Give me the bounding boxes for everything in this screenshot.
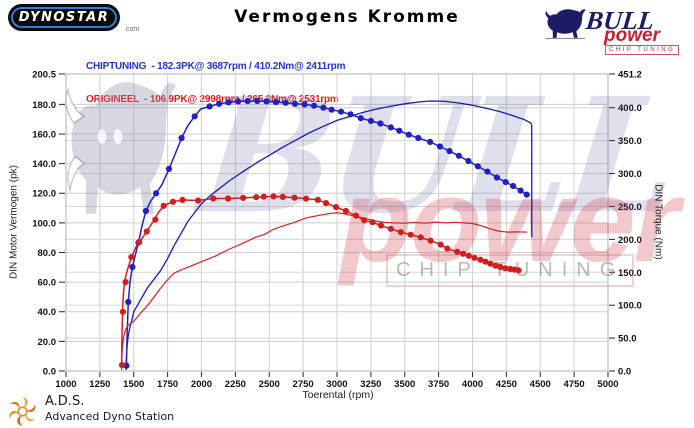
legend-chiptuning: CHIPTUNING - 182.3PK@ 3687rpm / 410.2Nm@… [86,61,346,72]
svg-text:1000: 1000 [55,379,76,390]
svg-text:140.0: 140.0 [32,159,56,170]
ads-swirl-icon [9,397,36,426]
svg-text:200.5: 200.5 [32,70,56,81]
svg-text:100.0: 100.0 [32,218,56,229]
svg-text:1500: 1500 [123,379,144,390]
bullpower-logo: BULL power CHIP TUNING [528,2,694,58]
bull-watermark-icon [65,82,176,214]
x-axis-title: Toerental (rpm) [302,389,374,401]
svg-text:5000: 5000 [597,379,618,390]
dynostar-logo: DYNOSTAR [8,4,120,31]
svg-text:60.0: 60.0 [38,278,57,289]
power-logo-word: power [604,25,660,46]
svg-text:3500: 3500 [394,379,415,390]
svg-text:50.0: 50.0 [618,334,637,345]
svg-text:2250: 2250 [225,379,246,390]
page-title: Vermogens Kromme [234,7,460,27]
y-left-axis-title: DIN Motor Vermogen (pk) [8,165,20,279]
svg-text:40.0: 40.0 [38,307,57,318]
svg-text:100.0: 100.0 [618,301,642,312]
bull-icon [545,9,586,40]
dynostar-logo-text: DYNOSTAR [18,10,110,25]
svg-text:4750: 4750 [564,379,585,390]
ads-abbrev-text: A.D.S. [45,394,85,409]
chip-tuning-logo-word: CHIP TUNING [605,45,680,55]
y-right-axis-title: DIN Torque (Nm) [652,184,664,260]
svg-text:3750: 3750 [428,379,449,390]
svg-text:80.0: 80.0 [38,248,57,259]
svg-text:1750: 1750 [157,379,178,390]
dynostar-domain-text: .com [124,26,140,33]
svg-text:0.0: 0.0 [43,367,56,378]
svg-text:20.0: 20.0 [38,337,57,348]
chip-tuning-watermark-text: CHIP TUNING [386,254,635,287]
svg-text:1250: 1250 [89,379,110,390]
svg-text:4000: 4000 [462,379,483,390]
svg-text:160.0: 160.0 [32,129,56,140]
svg-text:0.0: 0.0 [618,367,631,378]
dynostar-logo-ring [11,7,117,28]
svg-text:120.0: 120.0 [32,189,56,200]
svg-text:4500: 4500 [530,379,551,390]
svg-text:180.0: 180.0 [32,100,56,111]
svg-text:2000: 2000 [191,379,212,390]
svg-text:4250: 4250 [496,379,517,390]
svg-text:2500: 2500 [259,379,280,390]
ads-full-text: Advanced Dyno Station [45,410,175,423]
